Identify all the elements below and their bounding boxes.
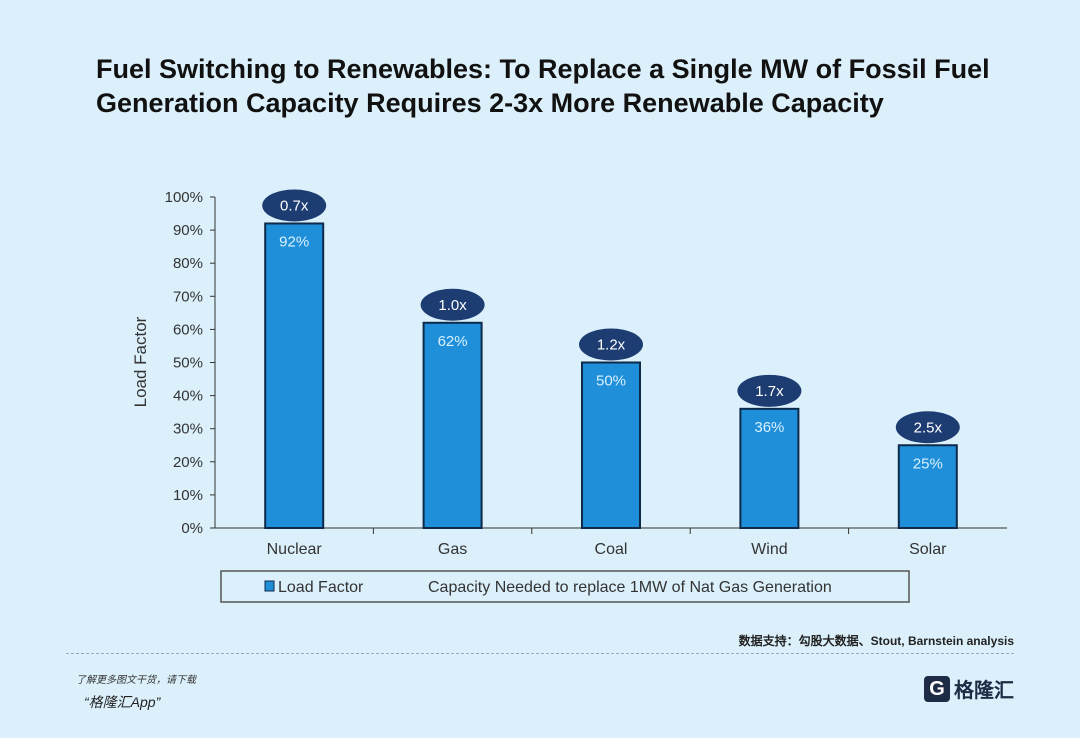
- y-tick-label: 50%: [173, 355, 203, 372]
- capacity-label: 2.5x: [914, 419, 943, 436]
- bar: [264, 222, 325, 529]
- x-tick-label: Solar: [909, 541, 947, 558]
- capacity-marker: [895, 411, 960, 444]
- legend: [220, 570, 910, 603]
- bar-value-label: 92%: [279, 233, 309, 250]
- legend-item: Load Factor: [278, 579, 364, 596]
- y-tick-label: 80%: [173, 255, 203, 272]
- y-tick-label: 60%: [173, 321, 203, 338]
- y-tick-label: 10%: [173, 487, 203, 504]
- bar: [739, 407, 800, 529]
- capacity-marker: [420, 288, 485, 321]
- promo-app[interactable]: “格隆汇App”: [84, 694, 161, 710]
- x-tick-label: Nuclear: [267, 541, 323, 558]
- capacity-label: 1.7x: [755, 383, 784, 400]
- divider: [66, 653, 1014, 654]
- bar-value-label: 62%: [438, 333, 468, 350]
- x-tick-label: Wind: [751, 541, 787, 558]
- capacity-label: 0.7x: [280, 197, 309, 214]
- chart: 0% 10% 20% 30% 40% 50% 60% 70% 80% 90% 100% Load Fa…: [131, 189, 1007, 603]
- y-tick-label: 0%: [181, 520, 203, 537]
- y-tick-label: 20%: [173, 454, 203, 471]
- capacity-label: 1.0x: [438, 297, 467, 314]
- capacity-marker: [262, 189, 327, 222]
- chart-title: Fuel Switching to Renewables: To Replace…: [96, 54, 990, 118]
- y-tick-label: 90%: [173, 222, 203, 239]
- logo: G 格隆汇: [924, 674, 1014, 703]
- bar-value-label: 50%: [596, 373, 626, 390]
- legend-swatch: [264, 580, 275, 592]
- capacity-marker: [737, 374, 802, 407]
- source-note: 数据支持：勾股大数据、Stout, Barnstein analysis: [738, 634, 1014, 648]
- capacity-label: 1.2x: [597, 337, 626, 354]
- y-tick-label: 70%: [173, 288, 203, 305]
- bar: [897, 444, 958, 529]
- y-tick-label: 40%: [173, 388, 203, 405]
- bar: [422, 321, 483, 529]
- logo-text: 格隆汇: [954, 680, 1014, 702]
- y-tick-label: 30%: [173, 421, 203, 438]
- x-tick-label: Coal: [595, 541, 628, 558]
- logo-icon: G: [924, 675, 950, 702]
- bar-value-label: 25%: [913, 455, 943, 472]
- capacity-marker: [579, 328, 643, 361]
- legend-item: Capacity Needed to replace 1MW of Nat Ga…: [428, 579, 832, 596]
- y-axis-label: Load Factor: [131, 316, 150, 407]
- y-tick-label: 100%: [165, 189, 203, 206]
- x-tick-label: Gas: [438, 541, 467, 558]
- bar-value-label: 36%: [754, 419, 784, 436]
- bar: [581, 361, 641, 529]
- promo-text: 了解更多图文干货，请下载: [76, 675, 196, 686]
